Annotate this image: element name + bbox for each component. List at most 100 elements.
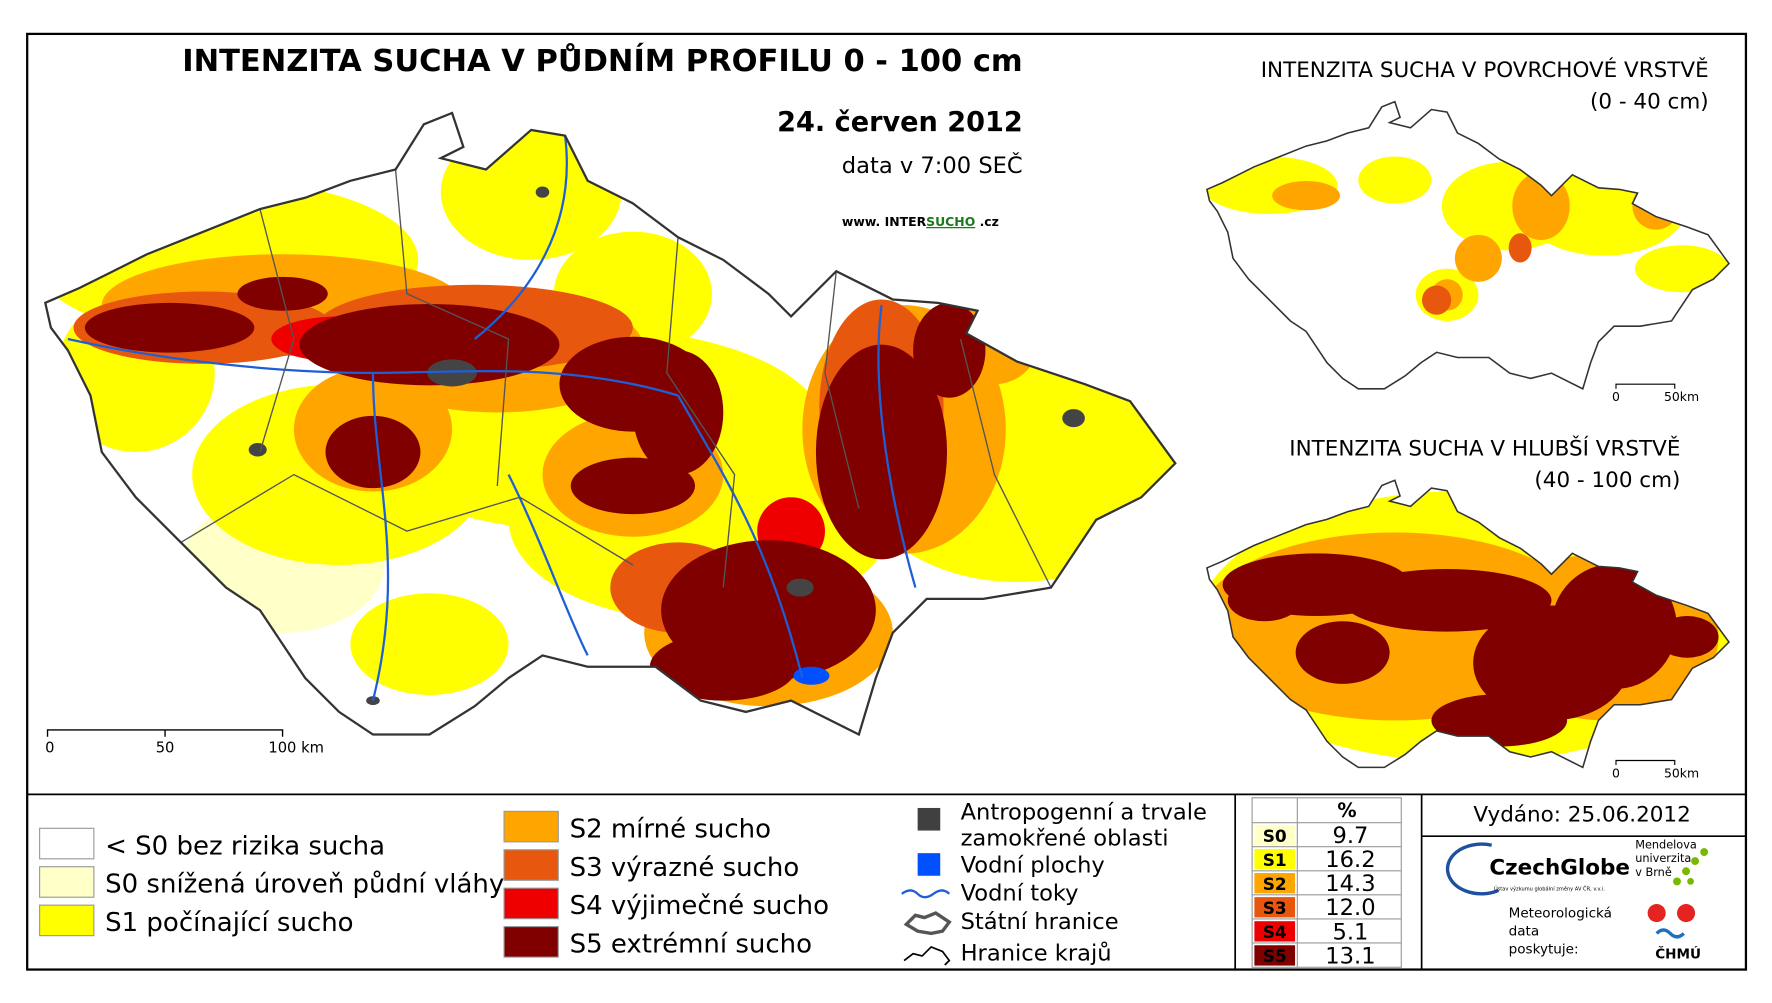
scale-line	[46, 729, 284, 737]
water-body	[793, 666, 830, 685]
table-border	[1251, 797, 1402, 968]
legend-label: S0 snížená úroveň půdní vláhy	[105, 870, 504, 900]
chmu-logo	[1677, 904, 1696, 923]
anthropogenic-area	[786, 578, 814, 597]
symbol-label: zamokřené oblasti	[961, 825, 1169, 851]
scale-line	[1615, 383, 1676, 389]
drought-area	[299, 303, 560, 386]
legend-label: S4 výjimečné sucho	[570, 891, 829, 921]
inset-title: INTENZITA SUCHA V POVRCHOVÉ VRSTVĚ	[1261, 57, 1709, 83]
river	[507, 474, 589, 656]
drought-area	[1431, 694, 1568, 747]
class-cell	[1254, 848, 1296, 870]
symbol-label: Vodní plochy	[961, 852, 1105, 878]
symbol-icon	[901, 889, 951, 899]
river	[473, 135, 568, 340]
class-cell	[1254, 897, 1296, 918]
class-label: S5	[1263, 946, 1287, 966]
legend-swatch	[39, 866, 95, 898]
drought-area	[1508, 233, 1532, 263]
legend-label: S2 mírné sucho	[570, 814, 771, 844]
class-label: S4	[1263, 922, 1287, 942]
class-cell	[1254, 945, 1296, 966]
river	[677, 394, 804, 679]
mendel-dots	[1673, 848, 1709, 886]
symbol-icon	[917, 853, 941, 876]
drought-area	[632, 350, 724, 475]
scale-line	[1615, 759, 1676, 766]
scale-label: 100 km	[268, 740, 324, 757]
drought-area	[1342, 569, 1552, 632]
river	[877, 304, 917, 588]
class-cell	[1254, 873, 1296, 894]
river	[371, 372, 390, 701]
legend-label: S3 výrazné sucho	[570, 853, 800, 883]
region-border	[824, 271, 860, 509]
provided-text: data	[1509, 924, 1540, 940]
class-cell	[1254, 921, 1296, 942]
class-cell	[1254, 824, 1296, 846]
issued-date: Vydáno: 25.06.2012	[1473, 803, 1690, 828]
class-label: S1	[1263, 850, 1287, 870]
drought-area	[913, 302, 986, 398]
logo-czechglobe-sub: Ústav výzkumu globální změny AV ČR, v.v.…	[1494, 885, 1605, 892]
class-label: S2	[1263, 874, 1287, 894]
symbol-label: Antropogenní a trvale	[961, 799, 1207, 825]
scale-label: 50km	[1664, 765, 1699, 780]
mendel-text: v Brně	[1635, 866, 1672, 879]
class-label: S3	[1263, 898, 1287, 918]
class-value: 13.1	[1325, 943, 1375, 969]
table-header: %	[1337, 799, 1356, 822]
provided-text: Meteorologická	[1509, 906, 1612, 922]
website-part: SUCHO	[926, 214, 975, 229]
legend-label: S1 počínající sucho	[105, 908, 353, 938]
stats-table: % S0 9.7 S1 16.2 S2 14.3 S3 12.0 S4 5.1 S5 13.1	[1251, 797, 1402, 969]
data-time: data v 7:00 SEČ	[842, 151, 1023, 179]
drought-area	[1655, 615, 1719, 658]
scale-label: 0	[1612, 389, 1620, 404]
drought-area	[1634, 245, 1729, 293]
legend: < S0 bez rizika sucha S0 snížená úroveň p…	[39, 810, 829, 960]
drought-area	[1551, 563, 1677, 690]
legend-swatch	[503, 887, 559, 920]
class-label: S0	[1263, 826, 1287, 846]
title: INTENZITA SUCHA V PŮDNÍM PROFILU 0 - 100…	[182, 42, 1022, 79]
legend-swatch	[39, 904, 95, 937]
class-value: 14.3	[1325, 871, 1375, 897]
legend-label: S5 extrémní sucho	[570, 930, 812, 960]
inset-subtitle: (0 - 40 cm)	[1590, 89, 1709, 114]
region-border	[259, 208, 295, 453]
drought-area	[1295, 621, 1390, 684]
legend-label: < S0 bez rizika sucha	[105, 831, 385, 861]
drought-area	[815, 344, 948, 560]
class-value: 9.7	[1332, 823, 1368, 849]
region-border	[959, 338, 1052, 588]
drought-area	[1272, 181, 1341, 211]
drought-area	[84, 302, 255, 353]
anthropogenic-area	[248, 442, 267, 457]
legend-swatch	[503, 810, 559, 843]
symbol-icon	[903, 945, 951, 966]
region-border	[666, 237, 736, 588]
inset-title: INTENZITA SUCHA V HLUBŠÍ VRSTVĚ	[1289, 435, 1680, 461]
scale-bar: 0 50 100 km	[45, 729, 324, 757]
region-border	[180, 473, 634, 566]
logo-arc	[1445, 842, 1500, 896]
chmu-text: ČHMÚ	[1655, 944, 1701, 962]
mendel-text: Mendelova	[1635, 839, 1697, 852]
symbol-label: Státní hranice	[961, 909, 1119, 935]
main-map	[44, 111, 1177, 736]
website: www. INTERSUCHO .cz	[842, 214, 999, 229]
legend-swatch	[39, 827, 95, 860]
logo-czechglobe: CzechGlobe	[1489, 856, 1629, 881]
symbol-legend: Antropogenní a trvale zamokřené oblasti …	[901, 799, 1207, 967]
website-part: www. INTER	[842, 214, 927, 229]
anthropogenic-area	[535, 186, 550, 198]
scale-label: 0	[1612, 765, 1620, 780]
drought-area	[1421, 285, 1452, 315]
anthropogenic-area	[1062, 409, 1085, 428]
drought-area	[1227, 579, 1301, 622]
legend-swatch	[503, 926, 559, 958]
drought-area	[649, 632, 797, 701]
